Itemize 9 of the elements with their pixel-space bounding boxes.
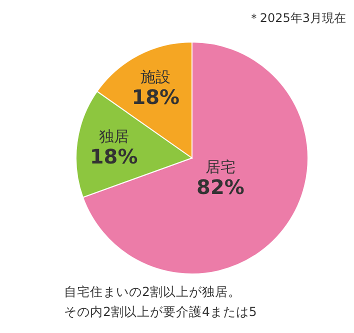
slice-label: 施設: [140, 68, 171, 86]
slice-label: 居宅: [205, 158, 236, 176]
text: その内2割以上が要介護4または5: [64, 304, 257, 319]
data-label: 18%: [90, 144, 138, 169]
text: 自宅住まいの2割以上が独居。: [64, 284, 241, 299]
slice-label: 独居: [98, 128, 129, 146]
data-label: 82%: [196, 175, 244, 200]
chart-title: ＊2025年3月現在: [248, 11, 346, 25]
data-label: 18%: [132, 85, 180, 110]
